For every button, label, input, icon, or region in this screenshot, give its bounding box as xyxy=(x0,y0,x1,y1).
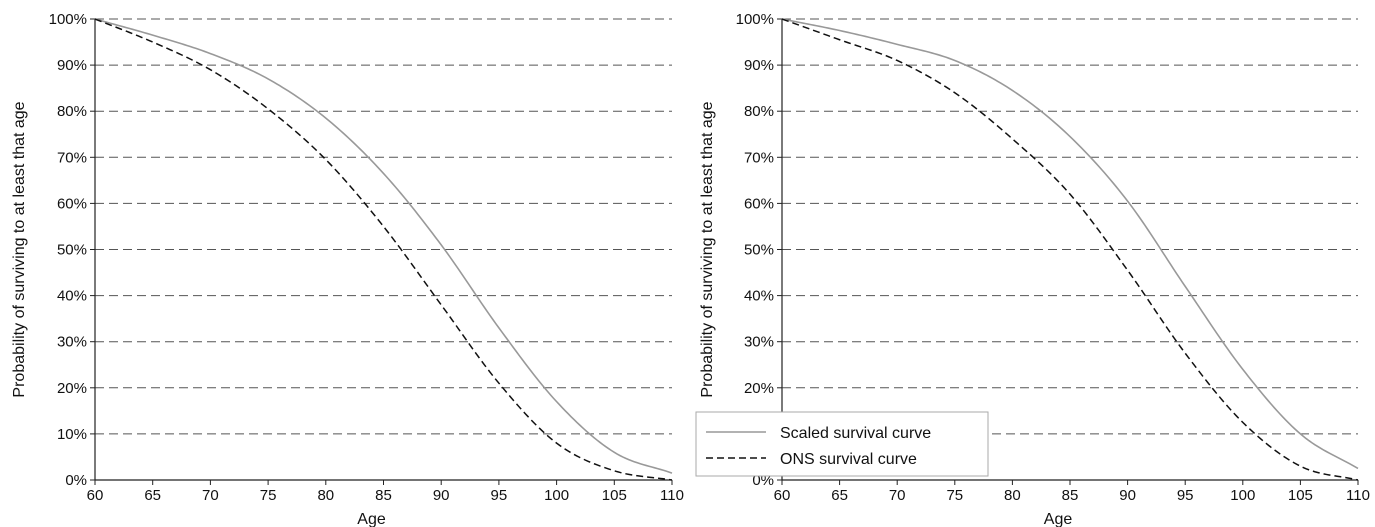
left-ons-survival-curve-line xyxy=(94,18,673,481)
left-y-tick-label: 10% xyxy=(57,426,87,443)
right-x-tick-label: 85 xyxy=(1062,487,1079,504)
left-x-tick-label: 90 xyxy=(433,487,450,504)
right-x-tick-label: 75 xyxy=(946,487,963,504)
left-y-tick-label: 70% xyxy=(57,149,87,166)
left-x-tick-label: 70 xyxy=(202,487,219,504)
right-x-tick-label: 110 xyxy=(1346,487,1370,504)
survival-chart-left: 0% 10% 20% 30% 40% 50% 60% 70% 80% 90% 100% 60 65 70 7… xyxy=(11,11,684,527)
right-y-tick-label: 70% xyxy=(744,149,774,166)
right-ons-survival-curve-line xyxy=(781,18,1359,481)
left-y-tick-label: 80% xyxy=(57,103,87,120)
right-y-tick-label: 40% xyxy=(744,288,774,305)
right-x-tick-label: 95 xyxy=(1177,487,1194,504)
left-y-tick-label: 50% xyxy=(57,242,87,259)
right-x-tick-label: 70 xyxy=(889,487,906,504)
left-x-tick-label: 75 xyxy=(260,487,277,504)
left-scaled-survival-curve-line xyxy=(94,18,673,474)
left-y-tick-label: 60% xyxy=(57,195,87,212)
right-y-tick-label: 30% xyxy=(744,334,774,351)
right-y-tick-label: 60% xyxy=(744,195,774,212)
left-x-axis-title: Age xyxy=(357,511,386,527)
right-x-tick-label: 60 xyxy=(774,487,791,504)
left-y-tick-label: 0% xyxy=(65,472,87,489)
left-y-tick-label: 100% xyxy=(49,11,87,28)
right-x-axis-title: Age xyxy=(1044,511,1073,527)
right-x-tick-label: 65 xyxy=(831,487,848,504)
right-y-tick-label: 90% xyxy=(744,57,774,74)
right-x-tick-label: 105 xyxy=(1288,487,1313,504)
left-y-tick-label: 20% xyxy=(57,380,87,397)
left-y-axis-title: Probability of surviving to at least tha… xyxy=(11,101,28,397)
left-x-tick-label: 100 xyxy=(544,487,569,504)
right-x-tick-label: 100 xyxy=(1230,487,1255,504)
right-y-tick-label: 50% xyxy=(744,242,774,259)
left-x-tick-label: 85 xyxy=(375,487,392,504)
right-x-tick-label: 80 xyxy=(1004,487,1021,504)
left-x-tick-label: 80 xyxy=(317,487,334,504)
legend-box xyxy=(695,411,989,477)
left-x-tick-label: 110 xyxy=(660,487,684,504)
left-x-tick-label: 95 xyxy=(491,487,508,504)
right-y-tick-label: 20% xyxy=(744,380,774,397)
right-y-tick-label: 80% xyxy=(744,103,774,120)
right-y-axis-title: Probability of surviving to at least tha… xyxy=(699,101,716,397)
right-x-tick-label: 90 xyxy=(1119,487,1136,504)
left-x-tick-label: 60 xyxy=(87,487,104,504)
right-legend: Scaled survival curve ONS survival curve xyxy=(695,411,989,477)
right-y-tick-label: 100% xyxy=(736,11,774,28)
legend-label: Scaled survival curve xyxy=(780,425,931,442)
left-x-tick-label: 105 xyxy=(602,487,627,504)
left-y-tick-label: 40% xyxy=(57,288,87,305)
left-x-tick-label: 65 xyxy=(144,487,161,504)
left-y-tick-label: 90% xyxy=(57,57,87,74)
legend-label: ONS survival curve xyxy=(780,451,917,468)
right-scaled-survival-curve-line xyxy=(781,18,1359,470)
left-y-tick-label: 30% xyxy=(57,334,87,351)
survival-chart-right: 0%10%20%30%40%50%60%70%80%90%100%6065707… xyxy=(695,11,1370,527)
